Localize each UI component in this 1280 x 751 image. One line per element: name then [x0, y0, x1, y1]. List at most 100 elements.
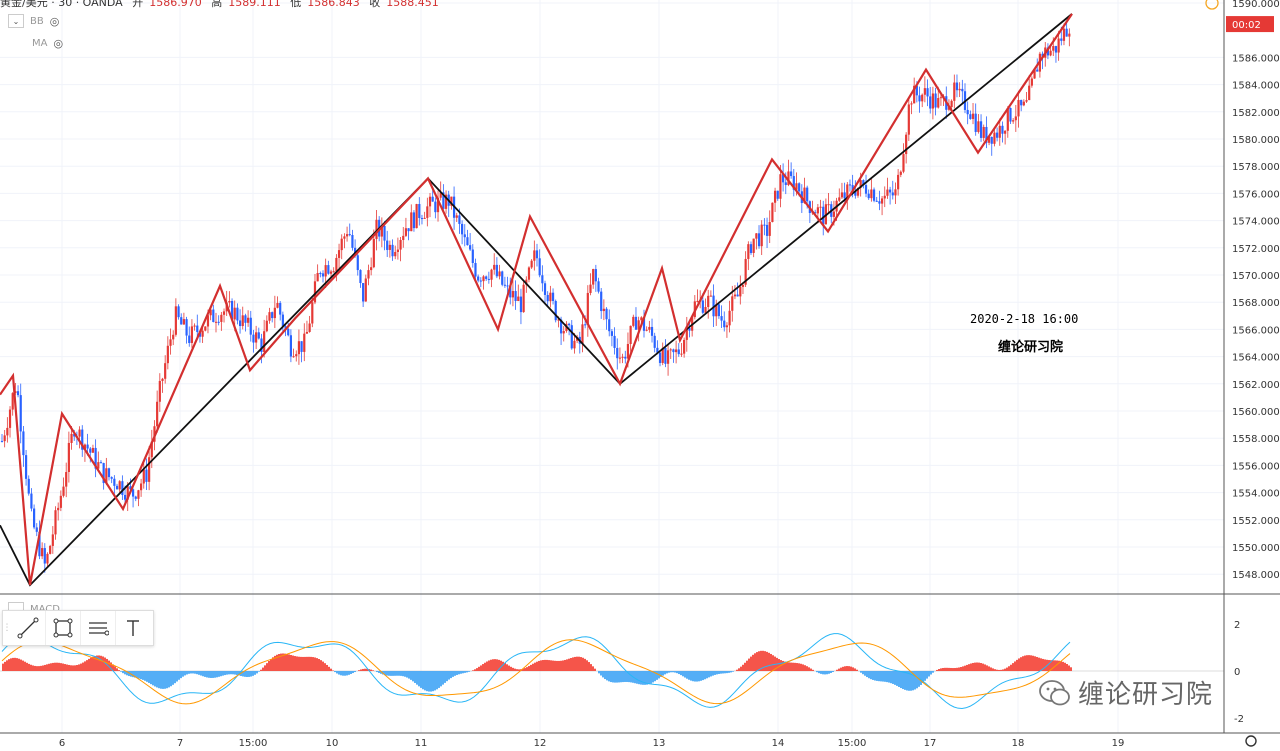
- candle: [712, 295, 715, 317]
- eye-hidden-icon[interactable]: ◎: [49, 14, 60, 28]
- candle: [276, 302, 279, 308]
- macd-bar: [530, 664, 532, 671]
- macd-bar: [646, 671, 648, 685]
- macd-bar: [914, 671, 916, 690]
- candle: [819, 206, 822, 208]
- candle: [410, 212, 413, 232]
- macd-bar: [752, 654, 754, 671]
- macd-bar: [316, 658, 318, 671]
- macd-bar: [524, 668, 526, 671]
- macd-bar: [208, 671, 210, 678]
- rectangle-button[interactable]: [46, 611, 81, 645]
- candle: [878, 201, 881, 204]
- candle: [220, 314, 223, 322]
- macd-bar: [182, 671, 184, 677]
- candle: [803, 187, 806, 204]
- eye-hidden-icon[interactable]: ◎: [53, 37, 64, 50]
- pens: [0, 13, 1073, 587]
- macd-bar: [526, 667, 528, 671]
- macd-bar: [756, 652, 758, 671]
- candle: [530, 260, 533, 268]
- macd-bar: [226, 671, 228, 675]
- candle: [1017, 99, 1020, 117]
- candle: [273, 307, 276, 319]
- candle: [412, 212, 416, 229]
- trend-line-button[interactable]: [11, 611, 46, 645]
- macd-bar: [270, 659, 272, 671]
- macd-bar: [24, 661, 26, 671]
- parallel-channel-button[interactable]: [81, 611, 116, 645]
- chevron-down-icon[interactable]: ⌄: [8, 14, 24, 28]
- macd-bar: [962, 666, 964, 671]
- macd-bar: [114, 666, 116, 671]
- candle: [870, 189, 873, 199]
- macd-bar: [286, 653, 288, 671]
- macd-bar: [148, 671, 150, 683]
- macd-bar: [118, 670, 120, 671]
- macd-bar: [1028, 655, 1030, 671]
- candle: [91, 447, 95, 453]
- x-tick-label: 19: [1112, 738, 1125, 749]
- text-tool-button[interactable]: [116, 611, 150, 645]
- macd-bar: [820, 671, 822, 674]
- macd-bar: [142, 671, 144, 680]
- indicator-bb[interactable]: ⌄ BB ◎: [8, 14, 59, 28]
- macd-bar: [1008, 666, 1010, 671]
- macd-bar: [390, 671, 392, 676]
- macd-bar: [258, 671, 260, 672]
- macd-bar: [670, 671, 672, 673]
- macd-bar: [212, 671, 214, 678]
- candle: [230, 300, 234, 320]
- candle: [158, 380, 161, 402]
- y-tick-label: 1570.000: [1232, 271, 1280, 282]
- candle: [728, 310, 731, 326]
- candle: [707, 295, 710, 308]
- candle: [990, 136, 993, 144]
- candle: [616, 347, 619, 359]
- macd-bar: [234, 671, 236, 675]
- candles: [0, 23, 1071, 573]
- y-tick-label: 1558.000: [1232, 434, 1280, 445]
- macd-bar: [310, 656, 312, 671]
- macd-bar: [436, 671, 438, 690]
- macd-bar: [178, 671, 180, 680]
- macd-bar: [904, 671, 906, 690]
- macd-bar: [1030, 655, 1032, 671]
- candle: [252, 334, 255, 343]
- macd-bar: [12, 657, 14, 671]
- macd-bar: [878, 671, 880, 682]
- candle: [551, 292, 555, 301]
- macd-bar: [76, 665, 78, 671]
- symbol-title[interactable]: 黄金/美元 · 30 · OANDA: [0, 0, 123, 9]
- macd-bar: [458, 671, 460, 675]
- candle: [428, 196, 432, 207]
- candle: [776, 190, 779, 199]
- macd-bar: [298, 656, 300, 671]
- candle: [335, 257, 338, 272]
- macd-bar: [108, 660, 110, 671]
- macd-bar: [880, 671, 882, 682]
- macd-bar: [582, 657, 584, 671]
- macd-bar: [360, 669, 362, 671]
- candle: [188, 335, 191, 343]
- candle: [929, 96, 932, 109]
- macd-bar: [408, 671, 410, 679]
- macd-bar: [738, 668, 740, 671]
- macd-bar: [742, 664, 744, 671]
- candle: [883, 195, 886, 199]
- candle: [364, 278, 367, 302]
- candle: [996, 132, 999, 138]
- candle: [394, 251, 397, 257]
- macd-bar: [720, 671, 722, 674]
- macd-bar: [594, 668, 596, 671]
- candle: [70, 433, 73, 443]
- macd-bar: [134, 671, 136, 678]
- indicator-ma[interactable]: MA ◎: [32, 37, 63, 50]
- candle: [386, 240, 389, 250]
- macd-bar: [222, 671, 224, 676]
- candle: [934, 93, 937, 108]
- macd-bar: [938, 669, 940, 671]
- drag-handle-icon[interactable]: ⋮: [2, 623, 12, 633]
- candle: [840, 192, 844, 198]
